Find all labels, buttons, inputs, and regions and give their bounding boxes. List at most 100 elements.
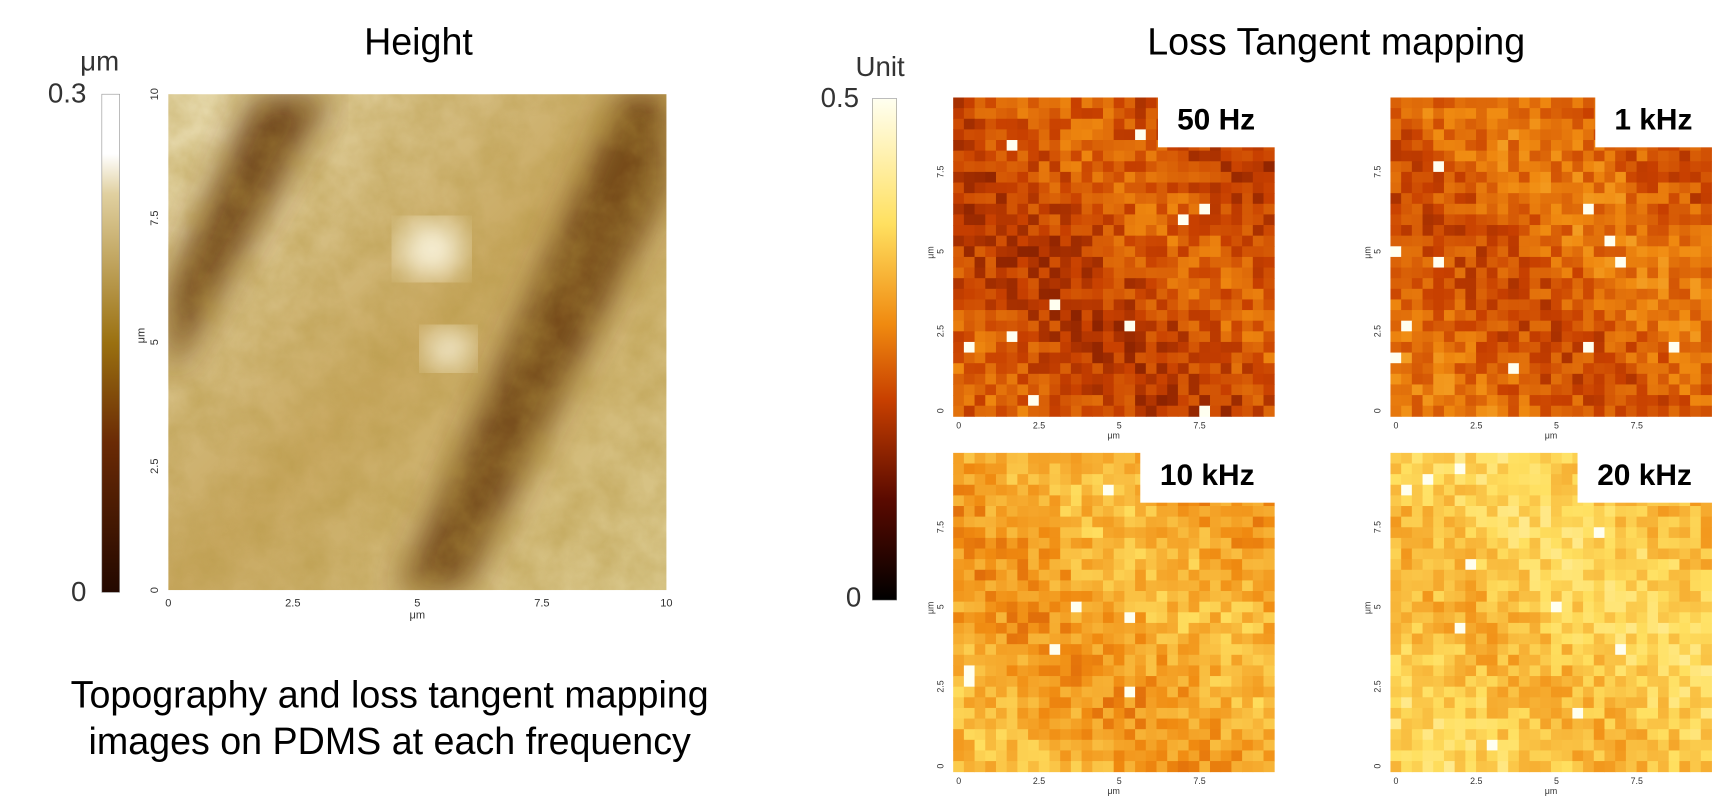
map-pixel bbox=[1006, 246, 1018, 258]
map-pixel bbox=[1017, 320, 1029, 332]
map-pixel bbox=[1529, 665, 1541, 677]
map-pixel bbox=[1199, 256, 1211, 268]
map-pixel bbox=[1006, 352, 1018, 364]
map-pixel bbox=[1092, 108, 1104, 120]
map-pixel bbox=[1443, 171, 1456, 183]
map-pixel bbox=[1411, 516, 1424, 528]
map-pixel bbox=[1070, 225, 1083, 237]
map-pixel bbox=[1124, 299, 1136, 311]
map-pixel bbox=[1668, 601, 1680, 613]
map-pixel bbox=[1028, 235, 1040, 247]
map-pixel bbox=[1113, 506, 1125, 518]
map-pixel bbox=[1252, 310, 1264, 322]
map-pixel bbox=[1422, 405, 1434, 417]
map-pixel bbox=[1231, 320, 1243, 332]
map-pixel bbox=[1199, 203, 1211, 215]
map-pixel bbox=[1615, 548, 1627, 560]
map-pixel bbox=[1017, 559, 1029, 571]
map-pixel bbox=[1210, 761, 1222, 773]
map-pixel bbox=[1252, 707, 1264, 720]
map-pixel bbox=[1092, 739, 1104, 751]
map-pixel bbox=[1647, 633, 1659, 645]
map-pixel bbox=[1017, 591, 1029, 603]
map-pixel bbox=[995, 569, 1008, 581]
map-pixel bbox=[1220, 622, 1232, 634]
map-pixel bbox=[1411, 267, 1424, 279]
map-pixel bbox=[1604, 548, 1616, 560]
map-pixel bbox=[1486, 665, 1498, 677]
map-pixel bbox=[1188, 341, 1200, 354]
map-pixel bbox=[953, 203, 965, 215]
map-pixel bbox=[1604, 665, 1616, 677]
map-pixel bbox=[1252, 527, 1264, 539]
map-pixel bbox=[1454, 591, 1466, 603]
y-tick-label: 7.5 bbox=[1373, 165, 1383, 177]
map-pixel bbox=[1647, 591, 1659, 603]
map-pixel bbox=[1220, 686, 1232, 698]
map-pixel bbox=[1028, 395, 1040, 407]
map-pixel bbox=[1690, 267, 1702, 279]
map-pixel bbox=[1422, 718, 1434, 730]
map-pixel bbox=[1443, 484, 1456, 496]
map-pixel bbox=[1657, 718, 1670, 730]
map-pixel bbox=[1038, 537, 1050, 549]
map-pixel bbox=[1529, 506, 1541, 518]
map-pixel bbox=[1550, 299, 1563, 311]
map-pixel bbox=[995, 373, 1008, 385]
map-pixel bbox=[1497, 395, 1509, 407]
x-unit: μm bbox=[1107, 431, 1119, 441]
map-pixel bbox=[1145, 118, 1157, 130]
map-pixel bbox=[1028, 108, 1040, 120]
map-pixel bbox=[974, 395, 986, 407]
map-pixel bbox=[1593, 193, 1605, 205]
map-pixel bbox=[1411, 506, 1424, 518]
map-pixel bbox=[1690, 761, 1702, 773]
map-pixel bbox=[1038, 707, 1050, 720]
map-pixel bbox=[1135, 591, 1147, 603]
y-tick-label: 7.5 bbox=[935, 521, 945, 533]
map-pixel bbox=[1518, 718, 1531, 730]
map-pixel bbox=[1679, 537, 1691, 549]
map-pixel bbox=[1583, 750, 1595, 762]
map-pixel bbox=[1006, 484, 1018, 496]
map-pixel bbox=[1529, 288, 1541, 300]
map-pixel bbox=[1006, 463, 1018, 475]
map-pixel bbox=[1049, 256, 1061, 268]
map-pixel bbox=[1411, 118, 1424, 130]
map-pixel bbox=[1102, 278, 1115, 290]
map-pixel bbox=[1593, 559, 1605, 571]
map-pixel bbox=[1572, 591, 1584, 603]
map-pixel bbox=[1615, 633, 1627, 645]
map-pixel bbox=[1508, 633, 1520, 645]
map-pixel bbox=[1615, 341, 1627, 354]
map-pixel bbox=[1454, 246, 1466, 258]
height-title: Height bbox=[364, 20, 473, 62]
map-pixel bbox=[1422, 341, 1434, 354]
map-pixel bbox=[1583, 171, 1595, 183]
map-pixel bbox=[1454, 171, 1466, 183]
map-pixel bbox=[1220, 161, 1232, 173]
map-pixel bbox=[1199, 182, 1211, 194]
map-pixel bbox=[1231, 622, 1243, 634]
map-pixel bbox=[1486, 299, 1498, 311]
map-pixel bbox=[1465, 580, 1477, 592]
map-pixel bbox=[1252, 352, 1264, 364]
map-pixel bbox=[1092, 373, 1104, 385]
map-pixel bbox=[1561, 665, 1573, 677]
map-pixel bbox=[953, 654, 965, 666]
map-pixel bbox=[1657, 601, 1670, 613]
map-pixel bbox=[1231, 676, 1243, 688]
map-pixel bbox=[1390, 225, 1402, 237]
map-pixel bbox=[1604, 161, 1616, 173]
map-pixel bbox=[1390, 150, 1402, 162]
map-pixel bbox=[953, 516, 965, 528]
map-pixel bbox=[1625, 171, 1638, 183]
map-pixel bbox=[1529, 474, 1541, 486]
map-pixel bbox=[1017, 622, 1029, 634]
map-pixel bbox=[1081, 129, 1093, 141]
map-pixel bbox=[1422, 363, 1434, 375]
map-pixel bbox=[1199, 750, 1211, 762]
map-pixel bbox=[1017, 548, 1029, 560]
map-pixel bbox=[1167, 527, 1179, 539]
